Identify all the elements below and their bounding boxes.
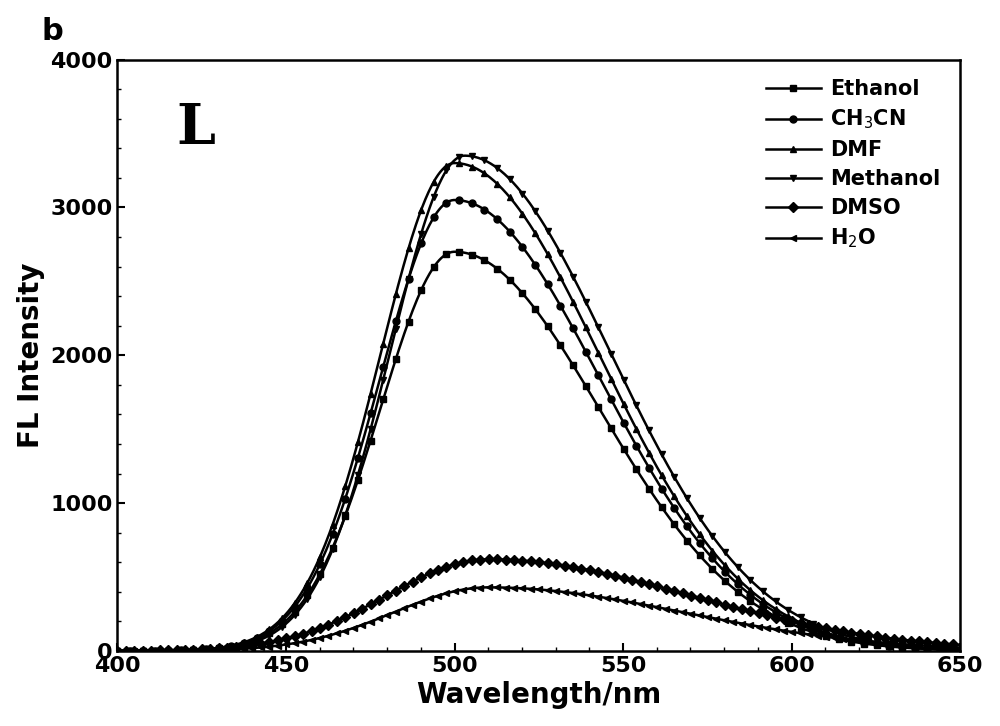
DMF	[752, 592, 764, 600]
Methanol	[602, 343, 614, 351]
H$_2$O	[111, 647, 123, 656]
CH$_3$CN	[602, 389, 614, 398]
DMSO	[624, 575, 636, 584]
CH$_3$CN	[111, 647, 123, 656]
DMSO	[602, 570, 614, 579]
Line: CH$_3$CN: CH$_3$CN	[114, 197, 964, 654]
H$_2$O	[163, 646, 175, 655]
Ethanol	[163, 646, 175, 655]
DMF	[838, 633, 850, 642]
Methanol	[838, 630, 850, 639]
Ethanol	[649, 494, 661, 502]
Line: Ethanol: Ethanol	[114, 248, 964, 654]
CH$_3$CN	[752, 596, 764, 605]
Line: Methanol: Methanol	[114, 152, 964, 654]
DMF	[624, 412, 636, 421]
Methanol	[111, 647, 123, 656]
Methanol	[649, 438, 661, 446]
CH$_3$CN	[449, 195, 461, 204]
Ethanol	[954, 645, 966, 654]
CH$_3$CN	[624, 430, 636, 439]
X-axis label: Wavelength/nm: Wavelength/nm	[416, 681, 661, 709]
DMF	[111, 647, 123, 656]
Line: H$_2$O: H$_2$O	[114, 584, 964, 654]
CH$_3$CN	[838, 635, 850, 643]
DMSO	[649, 582, 661, 590]
DMSO	[752, 609, 764, 618]
H$_2$O	[954, 643, 966, 652]
CH$_3$CN	[954, 645, 966, 654]
H$_2$O	[483, 583, 495, 592]
DMSO	[163, 646, 175, 655]
Ethanol	[838, 636, 850, 645]
DMF	[449, 159, 461, 168]
Text: b: b	[41, 17, 63, 46]
Methanol	[458, 151, 470, 160]
DMSO	[954, 640, 966, 649]
DMSO	[483, 555, 495, 563]
Line: DMSO: DMSO	[114, 556, 964, 654]
Methanol	[752, 582, 764, 591]
Ethanol	[111, 647, 123, 656]
CH$_3$CN	[649, 474, 661, 483]
DMF	[602, 368, 614, 377]
H$_2$O	[649, 603, 661, 611]
Ethanol	[752, 602, 764, 611]
Line: DMF: DMF	[114, 160, 964, 654]
H$_2$O	[602, 594, 614, 603]
Ethanol	[602, 418, 614, 427]
Methanol	[954, 645, 966, 654]
DMF	[649, 460, 661, 468]
Methanol	[163, 646, 175, 655]
DMSO	[111, 646, 123, 655]
Legend: Ethanol, CH$_3$CN, DMF, Methanol, DMSO, H$_2$O: Ethanol, CH$_3$CN, DMF, Methanol, DMSO, …	[757, 69, 950, 260]
H$_2$O	[752, 622, 764, 631]
Methanol	[624, 388, 636, 397]
Y-axis label: FL Intensity: FL Intensity	[17, 263, 45, 448]
DMF	[163, 646, 175, 655]
H$_2$O	[838, 635, 850, 643]
CH$_3$CN	[163, 646, 175, 655]
DMSO	[838, 627, 850, 636]
Text: L: L	[176, 101, 215, 156]
Ethanol	[449, 248, 461, 256]
Ethanol	[624, 454, 636, 463]
H$_2$O	[624, 597, 636, 606]
DMF	[954, 645, 966, 654]
